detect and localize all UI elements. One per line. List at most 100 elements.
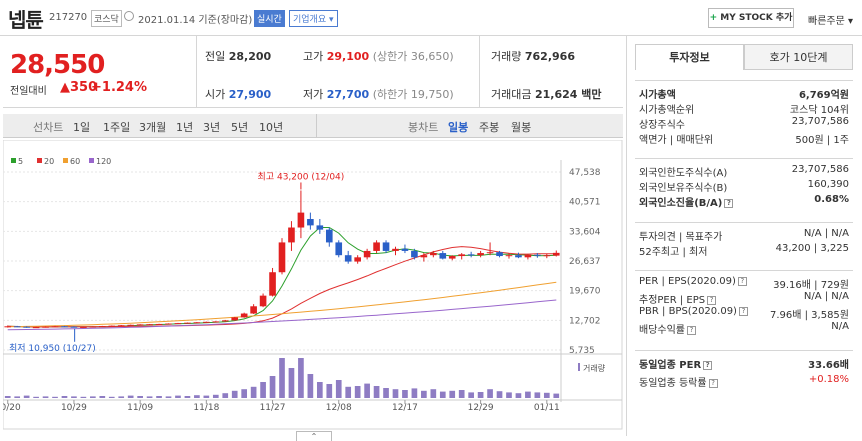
candle: [524, 254, 532, 258]
candle: [13, 326, 21, 328]
period-1w[interactable]: 1주일: [103, 121, 131, 134]
change-percent: +1.24%: [91, 80, 147, 95]
volume-bar: [326, 384, 333, 398]
stat-row: 액면가 | 매매단위 500원 | 1주: [635, 130, 853, 146]
candle: [117, 325, 125, 327]
candle: [32, 327, 40, 329]
volume-bar: [364, 383, 370, 398]
stat-label: PBR | BPS(2020.09)?: [639, 306, 748, 317]
stat-label: 동일업종 PER?: [639, 356, 713, 371]
opinion-group: 투자의견 | 목표주가 N/A | N/A 52주최고 | 최저 43,200 | 3…: [635, 222, 853, 258]
tab-invest-info[interactable]: 투자정보: [635, 44, 744, 70]
quick-order-button[interactable]: 빠른주문 ▾: [808, 16, 853, 27]
x-tick-label: 11/18: [193, 403, 219, 413]
legend-swatch: [89, 158, 94, 163]
market-badge: 코스닥: [91, 10, 122, 27]
candle: [108, 325, 116, 327]
help-icon[interactable]: ?: [737, 277, 747, 286]
company-overview-dropdown[interactable]: 기업개요 ▾: [289, 10, 338, 27]
stat-label: 추정PER | EPS?: [639, 291, 717, 306]
candle: [297, 212, 305, 228]
stat-label: 시가총액: [639, 90, 676, 101]
help-icon[interactable]: ?: [707, 296, 717, 305]
market-cap-group: 시가총액 6,769억원 시가총액순위 코스닥 104위 상장주식수 23,707,586…: [635, 80, 853, 146]
volume-bar: [241, 389, 248, 398]
candle-weekly[interactable]: 주봉: [479, 121, 500, 134]
stock-code: 217270: [49, 12, 88, 23]
candle: [278, 242, 286, 273]
period-1y[interactable]: 1년: [176, 121, 194, 134]
volume-bar: [515, 393, 522, 398]
base-date: 2021.01.14 기준(장마감): [138, 15, 253, 26]
candle: [307, 219, 314, 226]
period-10y[interactable]: 10년: [259, 121, 284, 134]
stat-label: 배당수익률?: [639, 321, 696, 336]
chevron-up-icon: ⌃: [310, 432, 318, 441]
stat-label: 외국인한도주식수(A): [639, 168, 728, 179]
volume-bar: [14, 396, 21, 398]
industry-group: 동일업종 PER? 33.66배 동일업종 등락률? +0.18%: [635, 350, 853, 391]
candle: [373, 242, 380, 251]
candle: [288, 227, 295, 243]
help-icon[interactable]: ?: [703, 361, 713, 370]
collapse-toggle[interactable]: ⌃: [296, 431, 332, 441]
candle: [240, 313, 248, 318]
min-annotation: 최저 10,950 (10/27): [9, 343, 96, 354]
candle-monthly[interactable]: 월봉: [511, 121, 532, 134]
candle: [259, 295, 267, 307]
period-bar: 선차트 1일 1주일 3개월 1년 3년 5년 10년 봉차트 일봉 주봉 월봉: [3, 114, 623, 138]
price-chart[interactable]: 5 20 60 120 47,538 40,571 33,604 26,637 19,670 12…: [0, 139, 623, 430]
stat-label: 외국인보유주식수(B): [639, 183, 728, 194]
help-icon[interactable]: ?: [687, 326, 696, 335]
add-mystock-button[interactable]: + MY STOCK 추가: [708, 8, 794, 28]
stat-value: 33.66배: [808, 360, 849, 371]
stock-header: 넵튠 217270 코스닥 2021.01.14 기준(장마감) 실시간 기업개…: [0, 0, 862, 36]
open-value: 27,900: [228, 88, 272, 101]
candle: [325, 229, 333, 243]
volume-bar: [487, 389, 493, 398]
ma-line-60: [7, 281, 557, 328]
price-summary: 28,550 전일대비 ▲350 +1.24% 전일 28,200 고가 29,…: [3, 36, 623, 108]
help-icon[interactable]: ?: [708, 379, 718, 388]
candle-daily[interactable]: 일봉: [448, 121, 469, 134]
period-5y[interactable]: 5년: [231, 121, 249, 134]
stat-row: 시가총액 6,769억원: [635, 85, 853, 101]
stat-row: 외국인한도주식수(A) 23,707,586: [635, 163, 853, 179]
candle: [4, 326, 12, 328]
volume-bar: [449, 390, 456, 398]
stat-value: 160,390: [807, 179, 849, 190]
tab-quote-10[interactable]: 호가 10단계: [744, 44, 853, 70]
realtime-button[interactable]: 실시간: [254, 10, 285, 27]
legend-swatch: [63, 158, 68, 163]
volume-bar: [534, 392, 541, 398]
stat-value: 500원 | 1주: [795, 135, 849, 146]
stat-row: 외국인소진율(B/A)? 0.68%: [635, 193, 853, 209]
period-3y[interactable]: 3년: [203, 121, 221, 134]
volume-bar: [222, 393, 229, 398]
candle: [430, 253, 437, 256]
volume-bar: [42, 396, 49, 398]
low-label: 저가: [303, 88, 324, 101]
max-annotation: 최고 43,200 (12/04): [258, 171, 345, 182]
period-3m[interactable]: 3개월: [139, 121, 167, 134]
stat-row: PER | EPS(2020.09)? 39.16배 | 729원: [635, 275, 853, 291]
candle: [127, 324, 134, 326]
candle: [477, 253, 484, 256]
y-tick-label: 12,702: [569, 316, 601, 326]
candle: [155, 323, 163, 325]
volume-bar: [269, 376, 276, 398]
low-value: 27,700: [326, 88, 370, 101]
stat-row: 시가총액순위 코스닥 104위: [635, 100, 853, 116]
candle: [448, 256, 456, 259]
stat-label: 상장주식수: [639, 120, 685, 131]
period-1d[interactable]: 1일: [73, 121, 91, 134]
help-icon[interactable]: ?: [724, 199, 734, 208]
help-icon[interactable]: ?: [738, 307, 748, 316]
volume-bar: [175, 395, 181, 398]
volume-bar: [458, 390, 465, 398]
volume-bar: [421, 390, 427, 398]
chart-frame: [2, 139, 623, 430]
candle: [543, 255, 551, 257]
stat-label: PER | EPS(2020.09)?: [639, 276, 747, 287]
candle: [80, 326, 87, 328]
